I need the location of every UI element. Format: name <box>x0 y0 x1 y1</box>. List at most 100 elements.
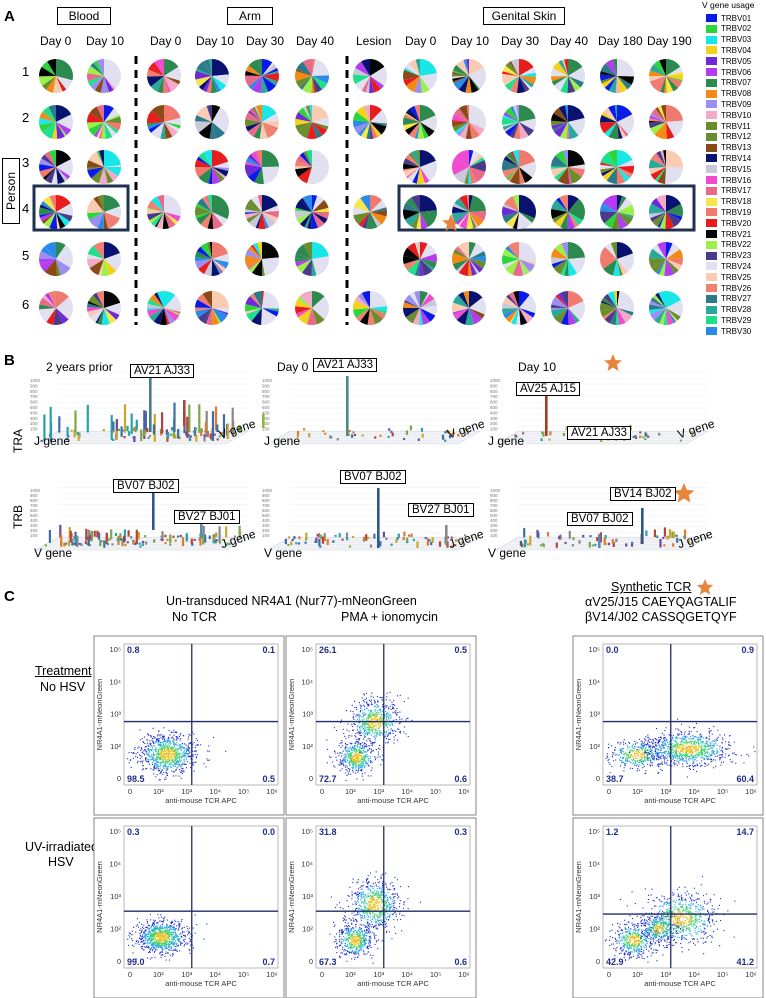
pie-slice <box>42 167 56 180</box>
title-synthetic-tcr: Synthetic TCR <box>611 580 692 594</box>
event-dot <box>170 742 172 744</box>
event-dot <box>377 724 379 726</box>
event-dot <box>369 738 371 740</box>
event-dot <box>375 714 377 716</box>
pie-slice <box>296 61 312 76</box>
event-dot <box>676 746 678 748</box>
pie-slice <box>617 150 633 167</box>
event-dot <box>685 756 687 758</box>
event-dot <box>663 756 665 758</box>
event-dot <box>173 771 175 773</box>
event-dot <box>169 740 171 742</box>
event-dot <box>706 751 708 753</box>
pie-slice <box>298 167 312 184</box>
event-dot <box>678 762 680 764</box>
event-dot <box>392 724 394 726</box>
event-dot <box>357 764 359 766</box>
event-dot <box>349 764 351 766</box>
event-dot <box>702 754 704 756</box>
event-dot <box>664 758 666 760</box>
event-dot <box>151 749 153 751</box>
pie-slice <box>568 122 571 139</box>
event-dot <box>358 717 360 719</box>
event-dot <box>676 749 678 751</box>
event-dot <box>152 748 154 750</box>
pie-slice <box>44 151 56 167</box>
event-dot <box>364 750 366 752</box>
pie-slice <box>420 243 437 259</box>
event-dot <box>713 767 715 769</box>
y-tick: 100 <box>490 427 498 432</box>
event-dot <box>646 743 648 745</box>
event-dot <box>152 741 154 743</box>
pie-slice <box>353 198 370 212</box>
event-dot <box>180 747 182 749</box>
pie-slice <box>666 249 683 259</box>
x-tick: 10² <box>345 787 356 796</box>
event-dot <box>723 761 725 763</box>
event-dot <box>363 763 365 765</box>
event-dot <box>628 741 630 743</box>
event-dot <box>355 760 357 762</box>
pie-slice <box>164 105 181 122</box>
event-dot <box>637 746 639 748</box>
event-dot <box>359 769 361 771</box>
event-dot <box>339 752 341 754</box>
pie-slice <box>212 253 229 263</box>
pie-slice <box>603 293 617 308</box>
event-dot <box>177 755 179 757</box>
pie-slice <box>403 202 420 212</box>
pie-slice <box>656 194 666 212</box>
pie-slice <box>509 308 519 324</box>
pie-slice <box>104 122 119 134</box>
event-dot <box>172 756 174 758</box>
pie-chart <box>648 291 684 326</box>
event-dot <box>374 734 376 736</box>
event-dot <box>379 744 381 746</box>
pie-slice <box>420 253 437 263</box>
pie-slice <box>203 308 212 324</box>
event-dot <box>673 747 675 749</box>
event-dot <box>168 739 170 741</box>
pie-slice <box>617 59 630 76</box>
pie-slice <box>296 155 312 167</box>
event-dot <box>187 753 189 755</box>
pie-slice <box>414 291 420 308</box>
event-dot <box>163 741 165 743</box>
bar <box>379 541 382 547</box>
event-dot <box>163 744 165 746</box>
event-dot <box>650 750 652 752</box>
event-dot <box>657 765 659 767</box>
pie-slice <box>656 150 666 167</box>
event-dot <box>180 738 182 740</box>
pie-slice <box>650 113 666 122</box>
event-dot <box>353 747 355 749</box>
pie-slice <box>295 259 312 267</box>
event-dot <box>356 729 358 731</box>
legend-swatch <box>706 208 717 217</box>
legend-label: TRBV20 <box>721 218 752 228</box>
event-dot <box>369 731 371 733</box>
pie-slice <box>164 295 181 312</box>
event-dot <box>661 732 663 734</box>
event-dot <box>374 759 376 761</box>
pie-slice <box>568 167 582 184</box>
event-dot <box>191 731 193 733</box>
pie-slice <box>519 294 537 314</box>
event-dot <box>661 752 663 754</box>
pie-slice <box>195 299 212 308</box>
event-dot <box>638 749 640 751</box>
event-dot <box>652 745 654 747</box>
pie-slice <box>39 259 56 266</box>
pie-slice <box>164 76 181 85</box>
event-dot <box>350 758 352 760</box>
bar <box>67 438 70 441</box>
pie-slice <box>469 150 480 167</box>
pie-slice <box>568 66 586 83</box>
pie-slice <box>554 212 568 228</box>
event-dot <box>175 754 177 756</box>
event-dot <box>634 764 636 766</box>
pie-slice <box>458 76 469 93</box>
event-dot <box>675 752 677 754</box>
pie-slice <box>502 114 519 122</box>
